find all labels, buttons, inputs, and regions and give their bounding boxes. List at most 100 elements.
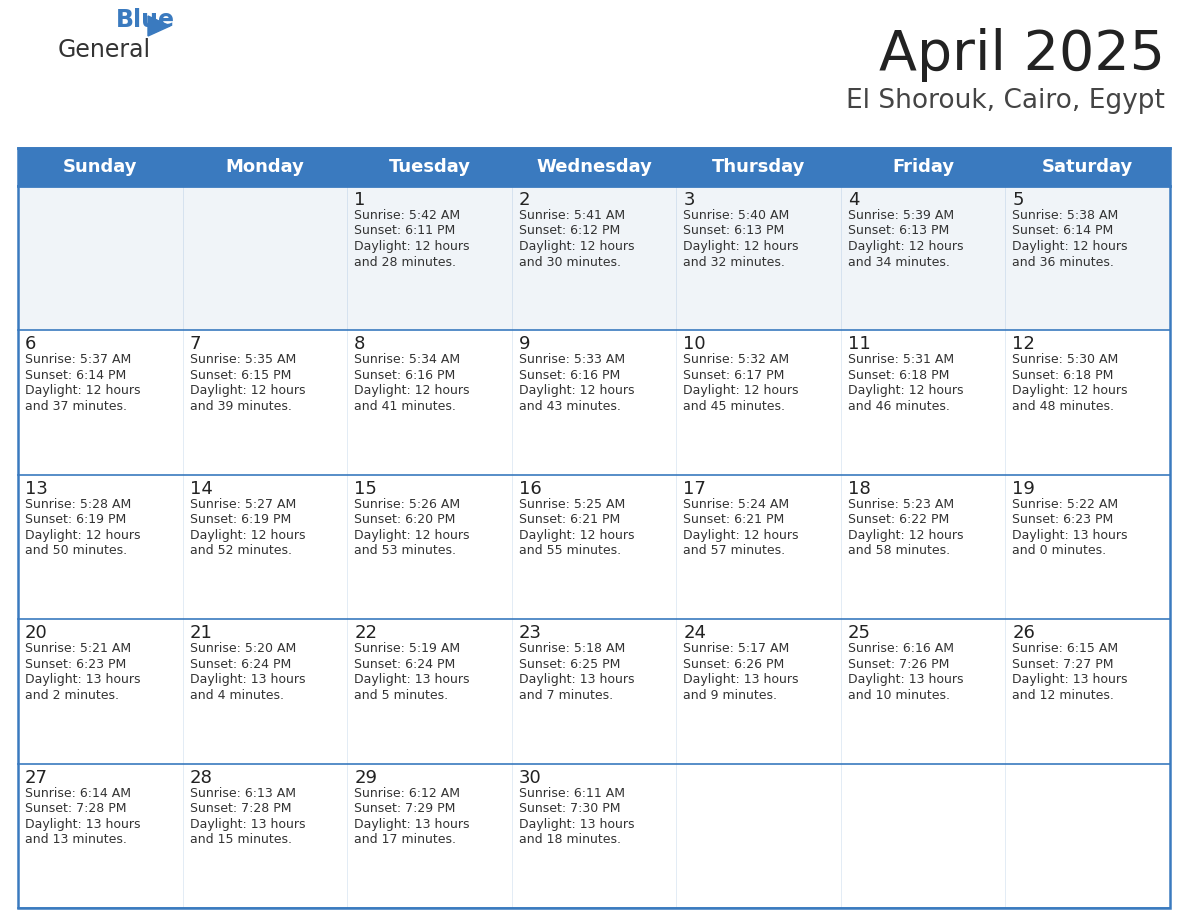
Text: Sunrise: 5:40 AM: Sunrise: 5:40 AM — [683, 209, 790, 222]
Text: Sunset: 6:23 PM: Sunset: 6:23 PM — [1012, 513, 1113, 526]
Bar — [1005, 330, 1170, 475]
Text: Sunset: 7:26 PM: Sunset: 7:26 PM — [848, 657, 949, 671]
Text: Sunrise: 5:41 AM: Sunrise: 5:41 AM — [519, 209, 625, 222]
Text: Daylight: 12 hours: Daylight: 12 hours — [848, 240, 963, 253]
Text: Sunrise: 5:17 AM: Sunrise: 5:17 AM — [683, 643, 790, 655]
Text: and 10 minutes.: and 10 minutes. — [848, 688, 950, 701]
Text: and 36 minutes.: and 36 minutes. — [1012, 255, 1114, 268]
Text: Daylight: 12 hours: Daylight: 12 hours — [848, 385, 963, 397]
Text: Sunset: 6:13 PM: Sunset: 6:13 PM — [683, 225, 784, 238]
Bar — [841, 186, 1005, 330]
Text: Sunrise: 5:32 AM: Sunrise: 5:32 AM — [683, 353, 789, 366]
Text: and 0 minutes.: and 0 minutes. — [1012, 544, 1106, 557]
Text: 14: 14 — [190, 480, 213, 498]
Text: Daylight: 12 hours: Daylight: 12 hours — [190, 385, 305, 397]
Text: and 50 minutes.: and 50 minutes. — [25, 544, 127, 557]
Text: Sunrise: 5:18 AM: Sunrise: 5:18 AM — [519, 643, 625, 655]
Text: Monday: Monday — [226, 158, 304, 176]
Text: Sunrise: 5:19 AM: Sunrise: 5:19 AM — [354, 643, 460, 655]
Text: El Shorouk, Cairo, Egypt: El Shorouk, Cairo, Egypt — [846, 88, 1165, 114]
Bar — [347, 764, 512, 908]
Bar — [183, 330, 347, 475]
Text: Sunset: 6:26 PM: Sunset: 6:26 PM — [683, 657, 784, 671]
Text: Daylight: 12 hours: Daylight: 12 hours — [683, 240, 798, 253]
Bar — [347, 620, 512, 764]
Text: 13: 13 — [25, 480, 48, 498]
Text: Sunset: 6:18 PM: Sunset: 6:18 PM — [848, 369, 949, 382]
Text: and 2 minutes.: and 2 minutes. — [25, 688, 119, 701]
Bar — [18, 620, 183, 764]
Text: 17: 17 — [683, 480, 706, 498]
Text: Daylight: 13 hours: Daylight: 13 hours — [1012, 529, 1127, 542]
Bar — [676, 764, 841, 908]
Text: 16: 16 — [519, 480, 542, 498]
Text: and 43 minutes.: and 43 minutes. — [519, 400, 620, 413]
Text: 18: 18 — [848, 480, 871, 498]
Text: and 48 minutes.: and 48 minutes. — [1012, 400, 1114, 413]
Text: Sunset: 6:21 PM: Sunset: 6:21 PM — [519, 513, 620, 526]
Text: Sunrise: 5:24 AM: Sunrise: 5:24 AM — [683, 498, 789, 510]
Text: Sunrise: 6:13 AM: Sunrise: 6:13 AM — [190, 787, 296, 800]
Text: and 37 minutes.: and 37 minutes. — [25, 400, 127, 413]
Bar — [512, 620, 676, 764]
Text: Sunset: 6:18 PM: Sunset: 6:18 PM — [1012, 369, 1114, 382]
Text: 15: 15 — [354, 480, 377, 498]
Text: Sunset: 6:16 PM: Sunset: 6:16 PM — [519, 369, 620, 382]
Text: Daylight: 12 hours: Daylight: 12 hours — [848, 529, 963, 542]
Bar — [676, 186, 841, 330]
Text: Sunset: 6:13 PM: Sunset: 6:13 PM — [848, 225, 949, 238]
Text: 12: 12 — [1012, 335, 1035, 353]
Text: April 2025: April 2025 — [879, 28, 1165, 82]
Text: Daylight: 13 hours: Daylight: 13 hours — [683, 673, 798, 686]
Text: Daylight: 13 hours: Daylight: 13 hours — [519, 818, 634, 831]
Text: Sunset: 6:25 PM: Sunset: 6:25 PM — [519, 657, 620, 671]
Bar — [18, 764, 183, 908]
Bar — [676, 475, 841, 620]
Text: Daylight: 13 hours: Daylight: 13 hours — [1012, 673, 1127, 686]
Text: 26: 26 — [1012, 624, 1035, 643]
Text: Blue: Blue — [116, 8, 175, 32]
Text: and 9 minutes.: and 9 minutes. — [683, 688, 777, 701]
Text: Sunrise: 6:16 AM: Sunrise: 6:16 AM — [848, 643, 954, 655]
Text: Sunset: 6:24 PM: Sunset: 6:24 PM — [190, 657, 291, 671]
Bar — [1005, 764, 1170, 908]
Text: Sunset: 7:27 PM: Sunset: 7:27 PM — [1012, 657, 1114, 671]
Text: Sunset: 6:23 PM: Sunset: 6:23 PM — [25, 657, 126, 671]
Text: 23: 23 — [519, 624, 542, 643]
Text: Sunrise: 5:21 AM: Sunrise: 5:21 AM — [25, 643, 131, 655]
Text: 28: 28 — [190, 768, 213, 787]
Text: Sunrise: 5:39 AM: Sunrise: 5:39 AM — [848, 209, 954, 222]
Text: and 4 minutes.: and 4 minutes. — [190, 688, 284, 701]
Text: and 13 minutes.: and 13 minutes. — [25, 834, 127, 846]
Text: Daylight: 12 hours: Daylight: 12 hours — [1012, 385, 1127, 397]
Text: Sunset: 6:14 PM: Sunset: 6:14 PM — [1012, 225, 1113, 238]
Text: 9: 9 — [519, 335, 530, 353]
Bar — [512, 764, 676, 908]
Text: 4: 4 — [848, 191, 859, 209]
Text: 3: 3 — [683, 191, 695, 209]
Text: Sunrise: 5:20 AM: Sunrise: 5:20 AM — [190, 643, 296, 655]
Text: Sunrise: 5:30 AM: Sunrise: 5:30 AM — [1012, 353, 1119, 366]
Text: Sunset: 6:19 PM: Sunset: 6:19 PM — [25, 513, 126, 526]
Text: and 12 minutes.: and 12 minutes. — [1012, 688, 1114, 701]
Bar — [18, 475, 183, 620]
Text: 25: 25 — [848, 624, 871, 643]
Text: and 34 minutes.: and 34 minutes. — [848, 255, 949, 268]
Text: Sunset: 7:28 PM: Sunset: 7:28 PM — [25, 802, 126, 815]
Bar — [841, 475, 1005, 620]
Text: Sunset: 6:22 PM: Sunset: 6:22 PM — [848, 513, 949, 526]
Text: 19: 19 — [1012, 480, 1035, 498]
Text: and 30 minutes.: and 30 minutes. — [519, 255, 620, 268]
Text: General: General — [58, 38, 151, 62]
Bar — [183, 764, 347, 908]
Bar — [18, 148, 1170, 908]
Text: 2: 2 — [519, 191, 530, 209]
Text: Daylight: 13 hours: Daylight: 13 hours — [190, 673, 305, 686]
Text: Sunrise: 5:22 AM: Sunrise: 5:22 AM — [1012, 498, 1119, 510]
Text: Sunrise: 5:37 AM: Sunrise: 5:37 AM — [25, 353, 131, 366]
Text: Saturday: Saturday — [1042, 158, 1133, 176]
Text: Daylight: 12 hours: Daylight: 12 hours — [25, 385, 140, 397]
Text: and 15 minutes.: and 15 minutes. — [190, 834, 291, 846]
Text: Daylight: 12 hours: Daylight: 12 hours — [354, 529, 469, 542]
Bar — [18, 148, 1170, 186]
